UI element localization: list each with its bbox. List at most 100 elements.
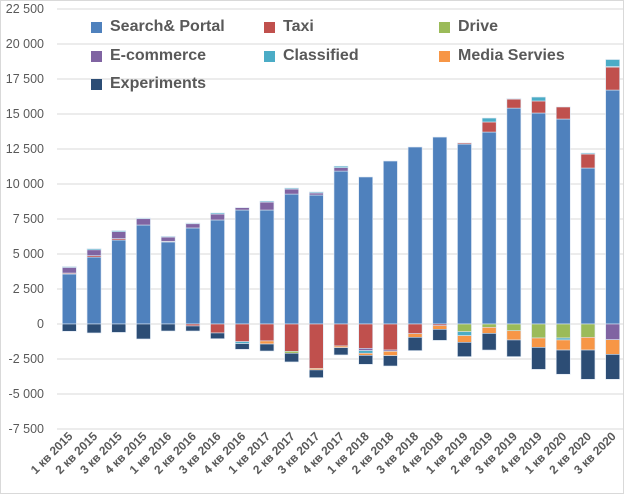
bar-segment-experiments [358, 355, 373, 365]
y-tick-label: 7 500 [13, 212, 44, 226]
bar-segment-taxi [333, 323, 349, 347]
bar-segment-search-portal [111, 239, 127, 325]
bar-segment-classified [506, 98, 522, 100]
bar-segment-experiments [432, 329, 448, 341]
bar-segment-experiments [580, 349, 596, 380]
legend-item: Taxi [264, 18, 314, 36]
bar-segment-experiments [234, 343, 250, 350]
bar-segment-taxi [605, 66, 620, 91]
bar-segment-e-commerce [309, 192, 324, 196]
legend-swatch [439, 21, 450, 33]
bar-segment-e-commerce [333, 167, 349, 172]
bar-segment-e-commerce [259, 201, 275, 211]
bar-segment-taxi [210, 323, 225, 334]
y-tick-label: 10 000 [6, 177, 44, 191]
bar-segment-classified [62, 266, 77, 268]
bar-segment-taxi [383, 323, 398, 351]
bar-segment-taxi [358, 323, 373, 349]
bar-segment-search-portal [62, 273, 77, 325]
bar-segment-drive [506, 323, 522, 332]
legend-label: Drive [458, 18, 499, 35]
y-tick-label: 5 000 [13, 247, 44, 261]
bar-segment-search-portal [432, 136, 448, 325]
bar-segment-e-commerce [111, 231, 127, 239]
bar-segment-experiments [407, 336, 423, 351]
bar-segment-experiments [457, 342, 472, 357]
bar-segment-experiments [605, 354, 620, 380]
bar-segment-experiments [506, 339, 522, 357]
legend-label: Experiments [110, 75, 207, 92]
bar-segment-media-servies [358, 352, 373, 356]
y-tick-label: 2 500 [13, 282, 44, 296]
bar-segment-experiments [284, 352, 299, 363]
y-tick-label: 12 500 [6, 142, 44, 156]
bar-segment-media-servies [555, 339, 571, 351]
bar-segment-media-servies [605, 339, 620, 355]
y-tick-label: 0 [37, 317, 44, 331]
bar-segment-taxi [506, 98, 522, 109]
bar-segment-classified [358, 350, 373, 354]
bar-segment-media-servies [580, 336, 596, 351]
bar-segment-experiments [86, 323, 102, 334]
bar-segment-taxi [259, 323, 275, 342]
bar-segment-search-portal [531, 112, 546, 325]
bar-segment-classified [86, 248, 102, 251]
bar-segment-drive [580, 323, 596, 338]
bar-segment-media-servies [383, 350, 398, 356]
legend-label: Classified [283, 47, 359, 64]
bar-segment-e-commerce [185, 223, 201, 229]
bar-segment-taxi [580, 153, 596, 169]
legend-swatch [264, 21, 275, 33]
bar-segment-experiments [62, 323, 77, 332]
bar-segment-classified [333, 165, 349, 168]
bar-segment-taxi [457, 142, 472, 145]
bar-segment-search-portal [160, 241, 176, 325]
legend-label: Media Servies [458, 47, 565, 64]
legend-swatch [91, 21, 102, 33]
bar-segment-drive [457, 323, 472, 332]
bar-segment-classified [605, 59, 620, 67]
bar-segment-e-commerce [234, 207, 250, 211]
bar-segment-experiments [185, 325, 201, 332]
bar-segment-search-portal [185, 227, 201, 325]
bar-segment-media-servies [481, 327, 497, 334]
bar-segment-taxi [234, 323, 250, 342]
y-tick-label: -5 000 [9, 387, 44, 401]
bar-segment-classified [309, 191, 324, 194]
bar-segment-classified [160, 236, 176, 238]
bar-segment-e-commerce [605, 323, 620, 340]
bar-segment-search-portal [580, 167, 596, 325]
bar-segment-search-portal [309, 194, 324, 325]
bar-segment-classified [111, 230, 127, 232]
bar-segment-classified [284, 187, 299, 190]
y-tick-label: 15 000 [6, 107, 44, 121]
bar-segment-classified [580, 152, 596, 155]
legend-label: Search& Portal [110, 18, 225, 35]
legend-item: Media Servies [439, 47, 565, 65]
bar-segment-drive [481, 323, 497, 328]
y-tick-label: 22 500 [6, 2, 44, 16]
bar-segment-search-portal [506, 107, 522, 325]
y-tick-label: 17 500 [6, 72, 44, 86]
bar-segment-drive [555, 323, 571, 339]
bar-segment-media-servies [432, 325, 448, 330]
legend-swatch [91, 50, 102, 62]
bar-segment-search-portal [481, 131, 497, 325]
bar-segment-taxi [309, 323, 324, 369]
bar-segment-classified [259, 200, 275, 203]
bar-segment-experiments [333, 347, 349, 356]
legend-item: E-commerce [91, 47, 206, 65]
bar-segment-media-servies [531, 337, 546, 348]
bar-segment-experiments [555, 349, 571, 375]
legend-label: Taxi [283, 18, 314, 35]
legend-swatch [264, 50, 275, 62]
bar-segment-search-portal [234, 209, 250, 325]
y-tick-label: -2 500 [9, 352, 44, 366]
bar-segment-taxi [555, 106, 571, 120]
bar-segment-experiments [136, 323, 151, 340]
bar-segment-search-portal [457, 143, 472, 325]
bar-segment-search-portal [86, 256, 102, 325]
bar-segment-media-servies [457, 335, 472, 343]
